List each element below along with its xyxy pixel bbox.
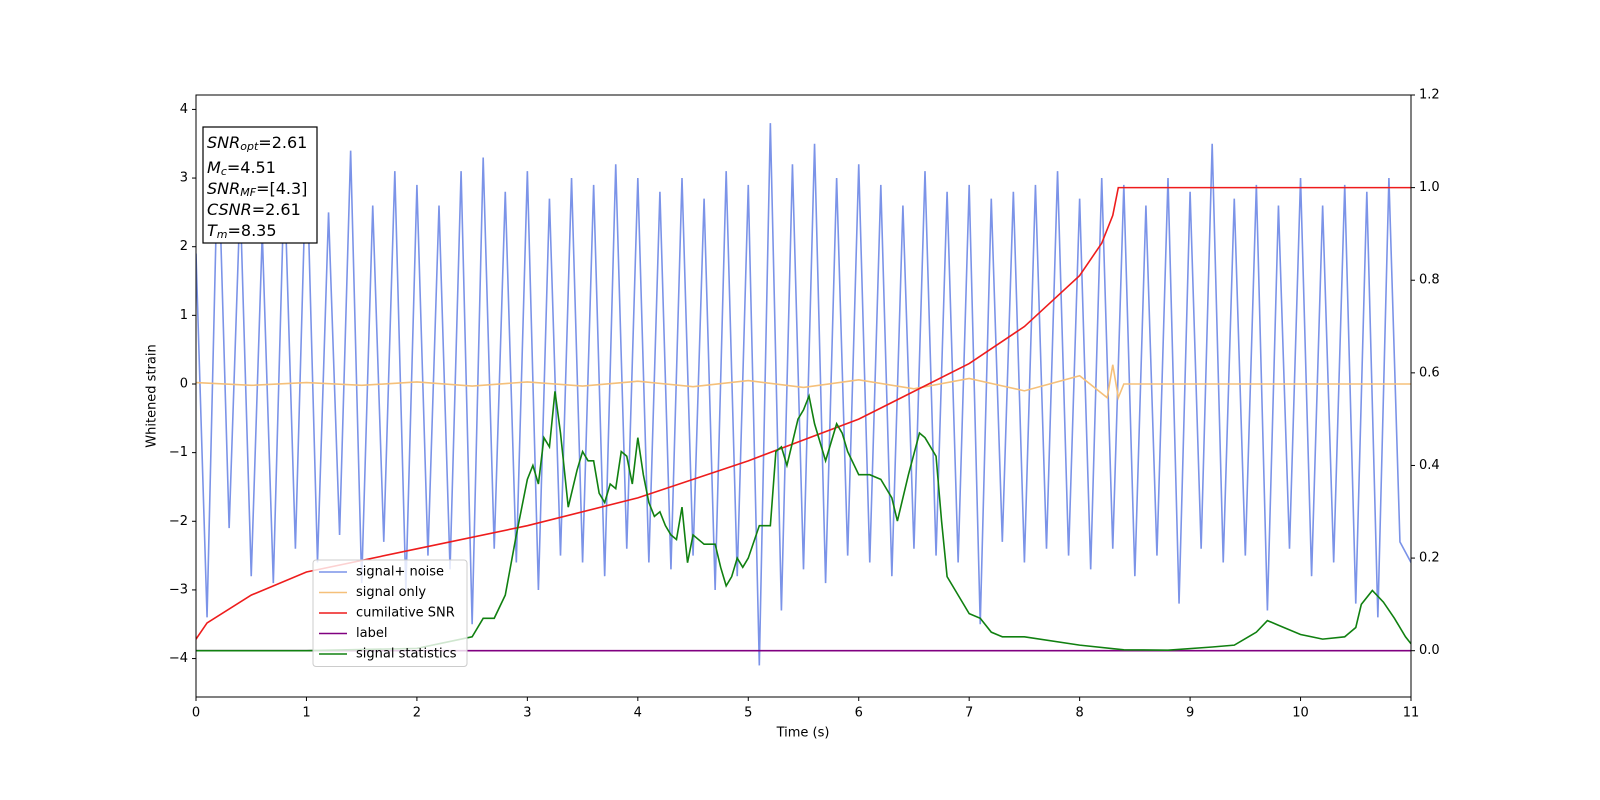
legend-label: signal only [356, 585, 426, 600]
annotation-symbol: M [207, 158, 221, 177]
plot-frame [195, 94, 1412, 698]
y2-tick-label: 1.0 [1419, 180, 1440, 195]
y2-tick-label: 1.2 [1419, 88, 1440, 103]
y2-tick-label: 0.2 [1419, 551, 1440, 566]
series-line [196, 186, 1411, 640]
annotation: SNRopt=2.61 [207, 133, 307, 154]
y2-tick-label: 0.6 [1419, 365, 1440, 380]
x-tick-label: 9 [1186, 706, 1194, 721]
annotation-value: =[4.3] [256, 179, 307, 198]
x-tick-label: 4 [634, 706, 642, 721]
series-line [196, 364, 1411, 401]
y-tick-label: 1 [180, 308, 188, 323]
y2-tick-label: 0.0 [1419, 643, 1440, 658]
annotation-value: =2.61 [258, 133, 307, 152]
annotation-value: =4.51 [227, 158, 276, 177]
x-tick-label: 1 [302, 706, 310, 721]
x-tick-label: 6 [855, 706, 863, 721]
x-tick-label: 11 [1403, 706, 1420, 721]
annotation: CSNR=2.61 [207, 200, 301, 219]
y-tick-label: −4 [169, 651, 188, 666]
legend-label: signal+ noise [356, 565, 444, 580]
y-tick-label: 0 [180, 376, 188, 391]
y-tick-label: 4 [180, 102, 188, 117]
y-tick-label: 2 [180, 239, 188, 254]
annotation-symbol: T [207, 221, 218, 240]
series-line [196, 123, 1411, 666]
y-tick-label: 3 [180, 171, 188, 186]
annotation-subscript: c [221, 165, 227, 178]
legend-label: cumilative SNR [356, 606, 455, 621]
y2-tick-label: 0.4 [1419, 458, 1440, 473]
x-axis-label: Time (s) [776, 726, 830, 741]
x-tick-label: 7 [965, 706, 973, 721]
annotation: Tm=8.35 [207, 221, 277, 242]
y-tick-label: −3 [169, 582, 188, 597]
y-axis-label: Whitened strain [145, 344, 160, 447]
series-line [196, 391, 1411, 652]
annotation-symbol: SNR [207, 179, 240, 198]
x-tick-label: 0 [192, 706, 200, 721]
x-tick-label: 8 [1075, 706, 1083, 721]
annotation-box [202, 126, 318, 244]
annotation: SNRMF=[4.3] [207, 179, 307, 200]
legend-box [312, 559, 468, 667]
x-tick-label: 5 [744, 706, 752, 721]
annotation-subscript: MF [240, 186, 256, 199]
y-tick-label: −2 [169, 514, 188, 529]
annotation-value: =2.61 [252, 200, 301, 219]
x-tick-label: 2 [413, 706, 421, 721]
annotation: Mc=4.51 [207, 158, 276, 179]
y2-tick-label: 0.8 [1419, 273, 1440, 288]
legend-label: signal statistics [356, 647, 457, 662]
annotation-subscript: opt [240, 140, 259, 153]
x-tick-label: 10 [1292, 706, 1309, 721]
annotation-symbol: CSNR [207, 200, 252, 219]
x-tick-label: 3 [523, 706, 531, 721]
annotation-symbol: SNR [207, 133, 240, 152]
y-tick-label: −1 [169, 445, 188, 460]
legend-label: label [356, 626, 387, 641]
annotation-value: =8.35 [228, 221, 277, 240]
annotation-subscript: m [217, 228, 228, 241]
